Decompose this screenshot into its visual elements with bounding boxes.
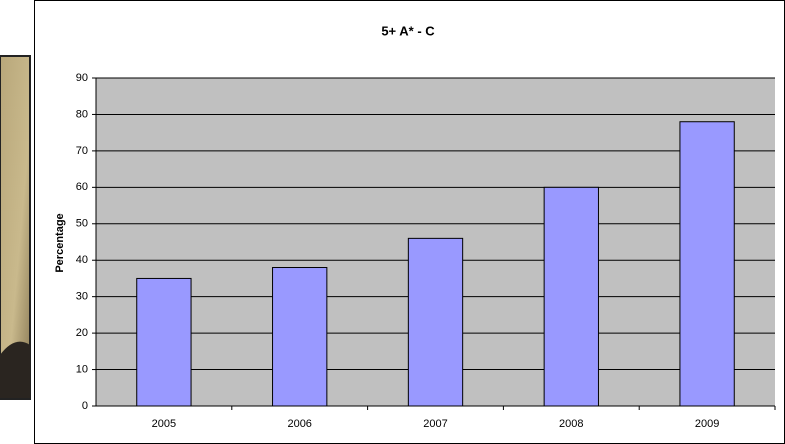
x-tick-label: 2006 xyxy=(287,418,311,430)
y-tick-label: 80 xyxy=(76,108,88,120)
bar xyxy=(136,277,192,407)
photo xyxy=(0,55,31,400)
bar xyxy=(272,267,328,407)
x-tick-label: 2005 xyxy=(152,418,176,430)
y-tick-label: 90 xyxy=(76,72,88,84)
x-tick-label: 2007 xyxy=(423,418,447,430)
y-tick-label: 70 xyxy=(76,145,88,157)
y-tick-label: 40 xyxy=(76,254,88,266)
y-tick-label: 20 xyxy=(76,327,88,339)
y-tick-label: 0 xyxy=(82,400,88,412)
y-tick-label: 50 xyxy=(76,218,88,230)
chart-title: 5+ A* - C xyxy=(381,23,435,38)
y-tick-label: 10 xyxy=(76,363,88,375)
bar xyxy=(543,186,599,407)
y-tick-label: 60 xyxy=(76,181,88,193)
bar xyxy=(407,237,464,407)
y-axis-title: Percentage xyxy=(54,213,66,272)
y-tick-label: 30 xyxy=(76,291,88,303)
bar xyxy=(679,121,735,407)
x-tick-label: 2009 xyxy=(695,418,719,430)
x-tick-label: 2008 xyxy=(559,418,583,430)
